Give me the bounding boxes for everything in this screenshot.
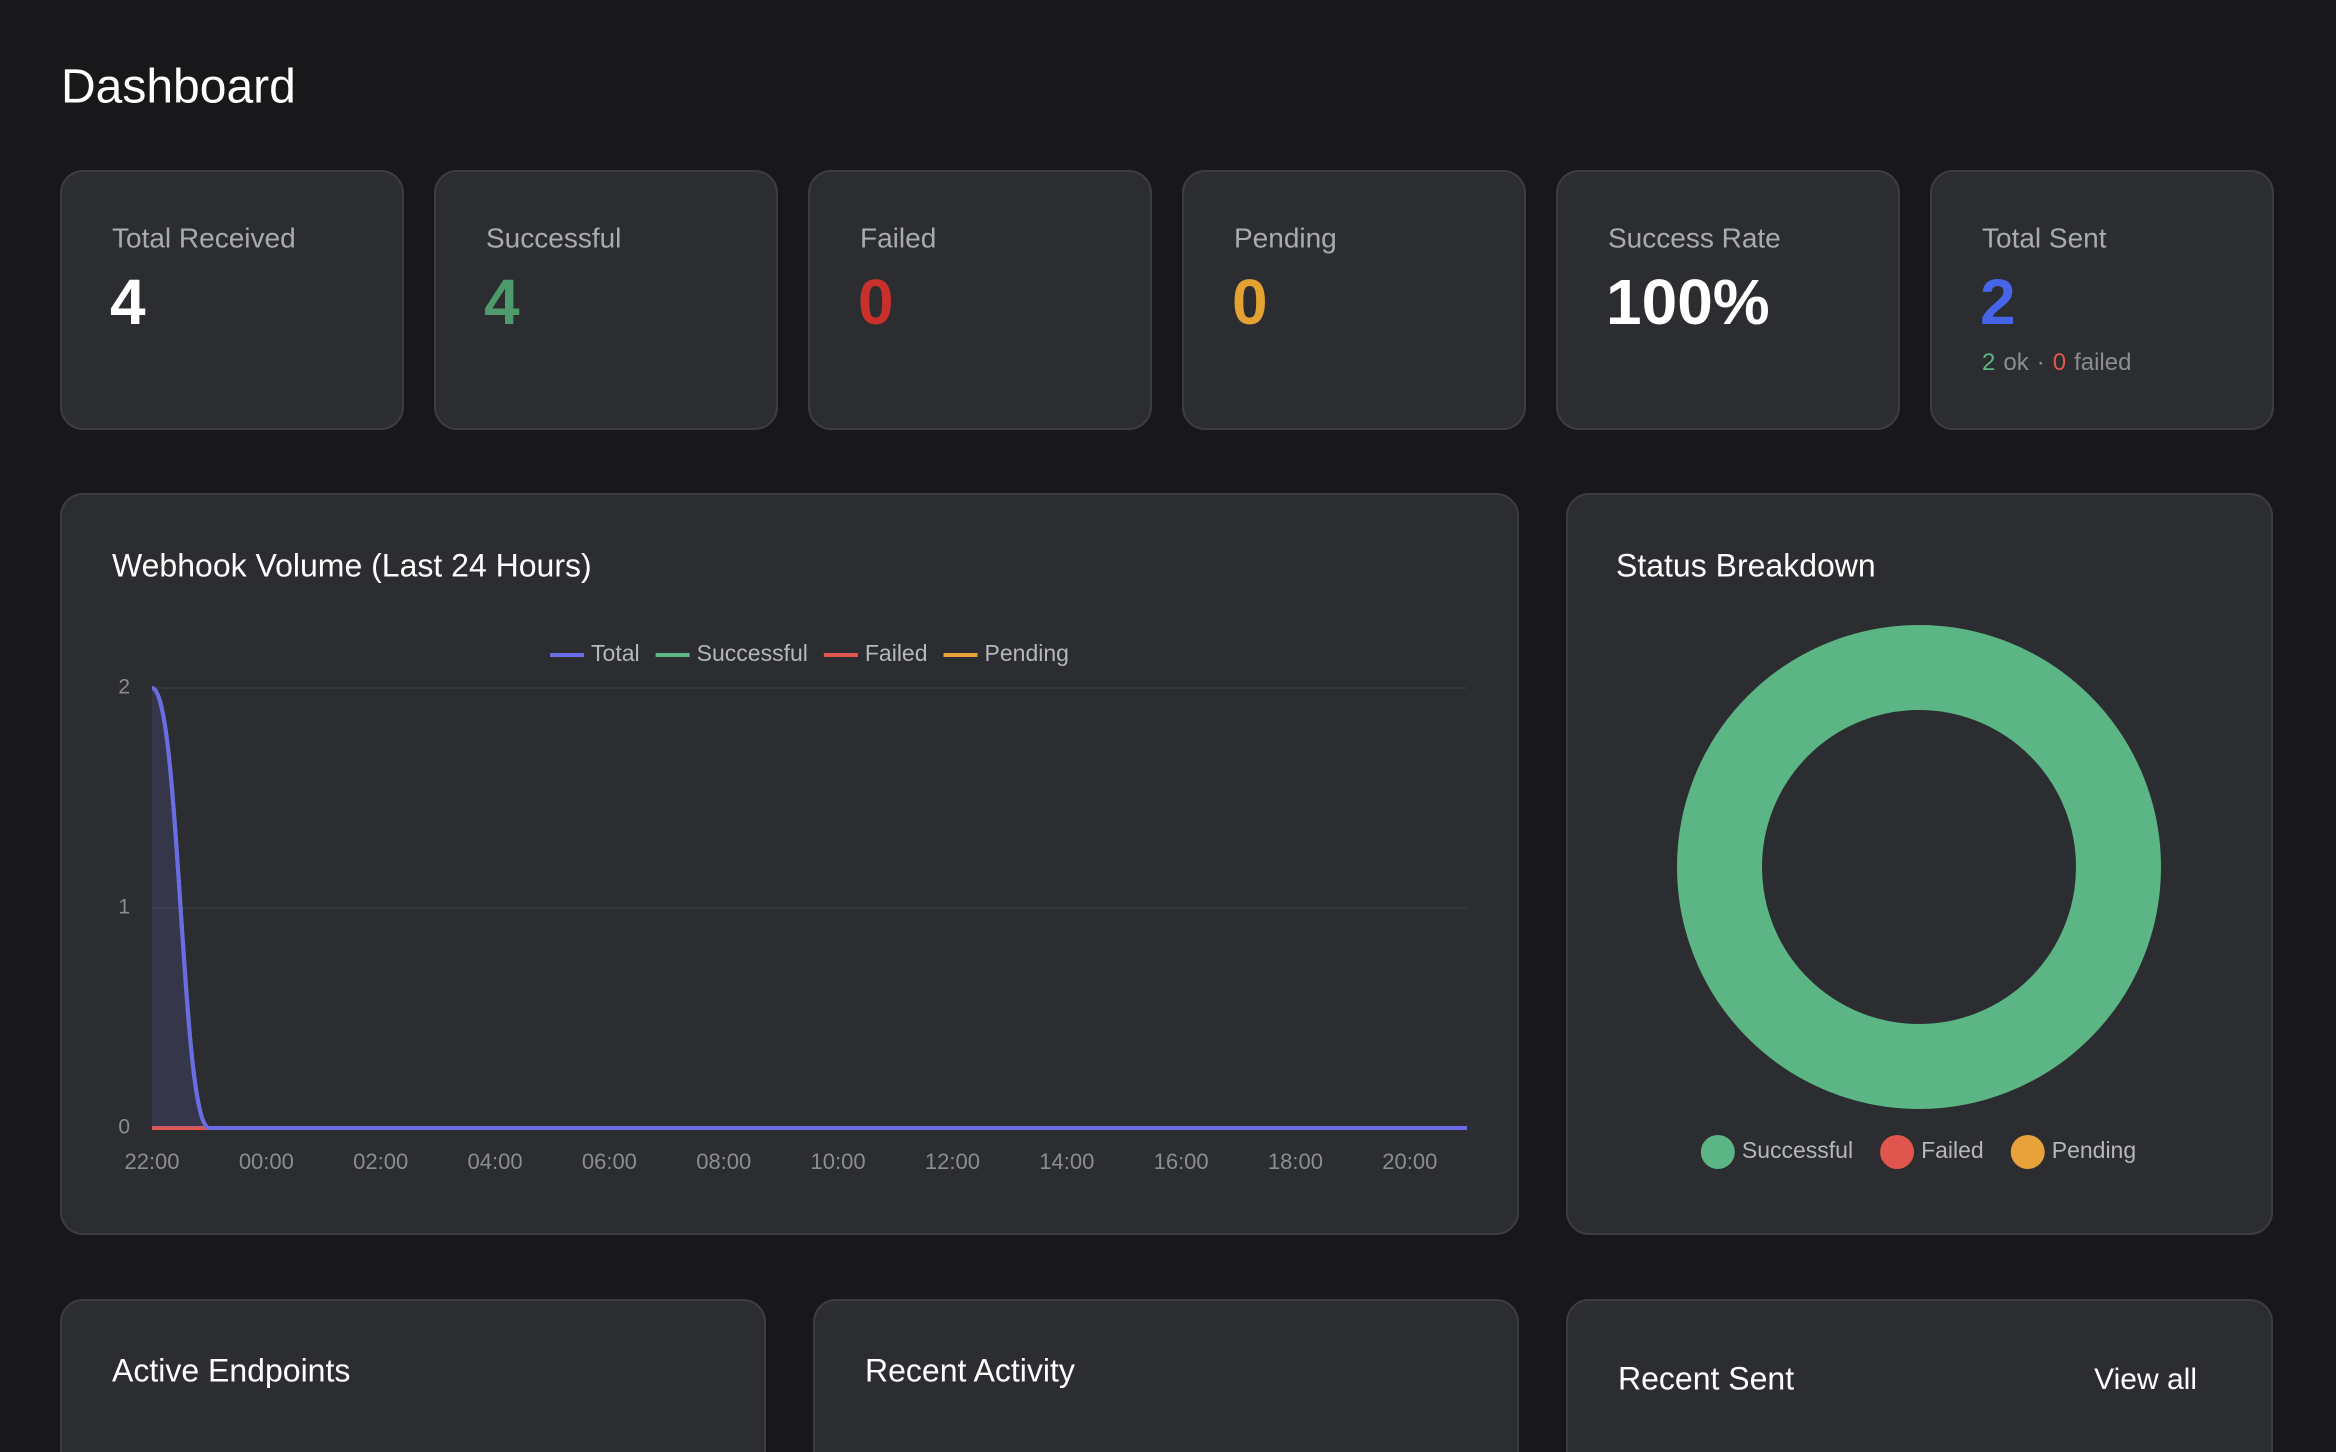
legend: Total Successful Failed Pending	[550, 640, 1069, 666]
y-tick-label: 0	[118, 1116, 130, 1139]
legend-label: Successful	[1742, 1137, 1853, 1163]
x-tick-label: 18:00	[1268, 1149, 1323, 1174]
x-tick-label: 14:00	[1039, 1149, 1094, 1174]
stat-value: 4	[110, 266, 146, 338]
x-tick-label: 10:00	[811, 1149, 866, 1174]
stat-value: 0	[1232, 266, 1268, 338]
detail-separator: ·	[2037, 349, 2045, 376]
x-tick-label: 12:00	[925, 1149, 980, 1174]
page-title: Dashboard	[61, 61, 296, 114]
stat-value: 2	[1980, 266, 2016, 338]
chart-card	[60, 493, 1519, 1235]
legend-swatch	[1880, 1135, 1915, 1169]
stat-value: 4	[484, 266, 520, 338]
detail-failed: 0	[2053, 349, 2066, 376]
legend-swatch	[1700, 1135, 1735, 1169]
stat-detail: 2 ok · 0 failed	[1982, 349, 2131, 376]
detail-ok-text: ok	[2003, 349, 2029, 376]
stat-value: 0	[858, 266, 894, 338]
x-tick-label: 04:00	[468, 1149, 523, 1174]
stat-label: Successful	[486, 222, 621, 253]
stat-card	[434, 170, 778, 430]
legend-label: Pending	[985, 640, 1069, 666]
legend-label: Successful	[697, 640, 808, 666]
donut-segment	[1677, 625, 2161, 1109]
x-tick-label: 08:00	[696, 1149, 751, 1174]
panel-title: Recent Sent	[1618, 1360, 1794, 1396]
chart-card	[1566, 493, 2273, 1235]
detail-failed-text: failed	[2074, 349, 2131, 376]
legend-label: Failed	[1921, 1137, 1984, 1163]
panel-card	[813, 1299, 1519, 1452]
x-tick-label: 02:00	[353, 1149, 408, 1174]
legend-label: Pending	[2052, 1137, 2136, 1163]
stat-label: Total Sent	[1982, 222, 2107, 253]
stat-label: Pending	[1234, 222, 1337, 253]
stat-value: 100%	[1606, 266, 1770, 338]
x-tick-label: 22:00	[124, 1149, 179, 1174]
x-tick-label: 20:00	[1382, 1149, 1437, 1174]
y-tick-label: 2	[118, 676, 130, 699]
stat-card	[1182, 170, 1526, 430]
x-tick-label: 00:00	[239, 1149, 294, 1174]
panel-title: Active Endpoints	[112, 1352, 350, 1388]
stat-label: Success Rate	[1608, 222, 1781, 253]
panel-card	[60, 1299, 766, 1452]
stat-card	[1556, 170, 1900, 430]
view-all-link[interactable]: View all	[2094, 1363, 2197, 1396]
line	[150, 686, 1467, 1130]
stat-card	[60, 170, 404, 430]
panel-card	[1566, 1299, 2273, 1452]
legend: Successful Failed Pending	[1700, 1135, 2136, 1169]
legend-label: Failed	[865, 640, 928, 666]
stat-card	[1930, 170, 2274, 430]
legend-swatch	[2010, 1135, 2045, 1169]
chart-title: Status Breakdown	[1616, 547, 1876, 583]
detail-ok: 2	[1982, 349, 1995, 376]
stat-label: Total Received	[112, 222, 296, 253]
panel-title: Recent Activity	[865, 1352, 1075, 1388]
stat-card	[808, 170, 1152, 430]
chart-title: Webhook Volume (Last 24 Hours)	[112, 547, 592, 583]
legend-label: Total	[591, 640, 640, 666]
stat-label: Failed	[860, 222, 936, 253]
x-tick-label: 16:00	[1154, 1149, 1209, 1174]
x-tick-label: 06:00	[582, 1149, 637, 1174]
y-tick-label: 1	[118, 896, 130, 919]
